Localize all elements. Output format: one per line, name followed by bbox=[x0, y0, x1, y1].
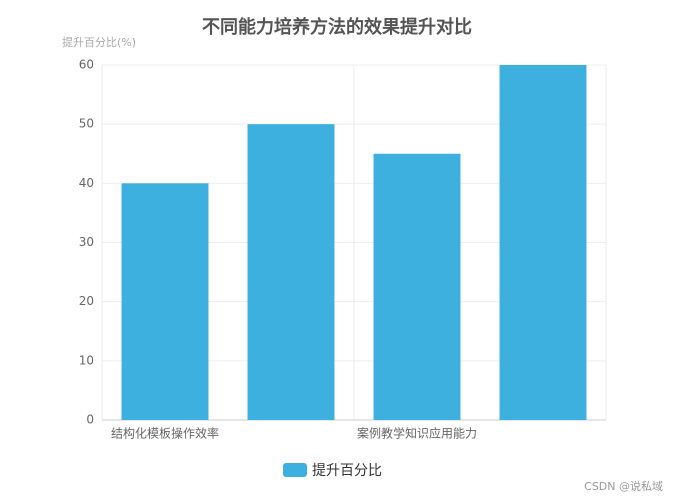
bar bbox=[121, 183, 209, 420]
watermark: CSDN @说私域 bbox=[584, 479, 663, 493]
legend-label: 提升百分比 bbox=[312, 463, 382, 479]
y-axis-label: 提升百分比(%) bbox=[62, 36, 136, 49]
bar bbox=[373, 153, 461, 420]
bar bbox=[499, 65, 587, 420]
y-tick-label: 30 bbox=[79, 235, 94, 249]
bar bbox=[247, 124, 335, 421]
chart-title: 不同能力培养方法的效果提升对比 bbox=[202, 16, 472, 38]
y-tick-label: 0 bbox=[86, 413, 94, 427]
legend-swatch bbox=[283, 463, 307, 477]
y-tick-label: 20 bbox=[79, 294, 94, 308]
y-tick-label: 10 bbox=[79, 353, 94, 367]
y-tick-label: 40 bbox=[79, 176, 94, 190]
x-tick-label: 结构化模板操作效率 bbox=[111, 426, 219, 441]
x-tick-label: 案例教学知识应用能力 bbox=[357, 426, 477, 441]
y-tick-label: 50 bbox=[79, 117, 94, 131]
y-tick-label: 60 bbox=[79, 58, 94, 72]
